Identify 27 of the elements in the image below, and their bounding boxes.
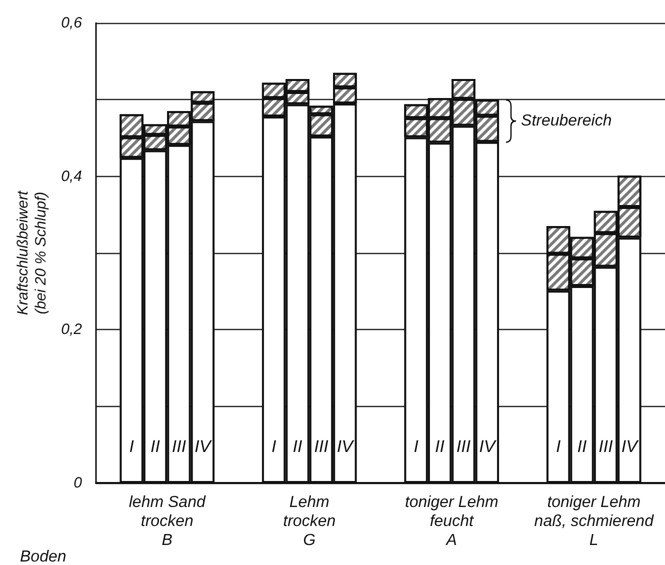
text: Boden <box>20 548 66 565</box>
x-tick-label: II <box>150 437 160 456</box>
x-tick-label: III <box>314 437 329 456</box>
text: lehm Sand trocken B <box>128 494 206 549</box>
x-tick-label: I <box>414 437 419 456</box>
x-tick-label: III <box>172 437 186 456</box>
x-tick-label: IV <box>336 437 355 456</box>
annotation: Streubereich <box>521 112 612 130</box>
x-tick-label: III <box>598 437 614 456</box>
x-tick-label: II <box>435 437 445 456</box>
x-tick-label: I <box>129 437 134 456</box>
text: toniger Lehm naß, schmierend L <box>534 494 655 549</box>
text: toniger Lehm feucht A <box>404 494 498 549</box>
x-tick-label: IV <box>479 437 497 456</box>
text: Lehm trocken G <box>283 494 336 549</box>
x-tick-label: II <box>292 437 303 456</box>
y-axis-title: Kraftschlußbeiwert (bei 20 % Schlupf) <box>14 190 50 316</box>
x-tick-label: IV <box>194 437 212 456</box>
y-tick-label: 0,6 <box>61 14 83 32</box>
x-tick-label: III <box>456 437 471 456</box>
y-tick-label: 0,2 <box>61 321 83 338</box>
y-tick-label: 0 <box>74 474 83 492</box>
y-tick-label: 0,4 <box>61 168 82 185</box>
x-tick-label: IV <box>621 437 640 456</box>
x-tick-label: I <box>271 437 276 456</box>
x-tick-label: I <box>556 437 561 456</box>
x-tick-label: II <box>577 437 588 456</box>
